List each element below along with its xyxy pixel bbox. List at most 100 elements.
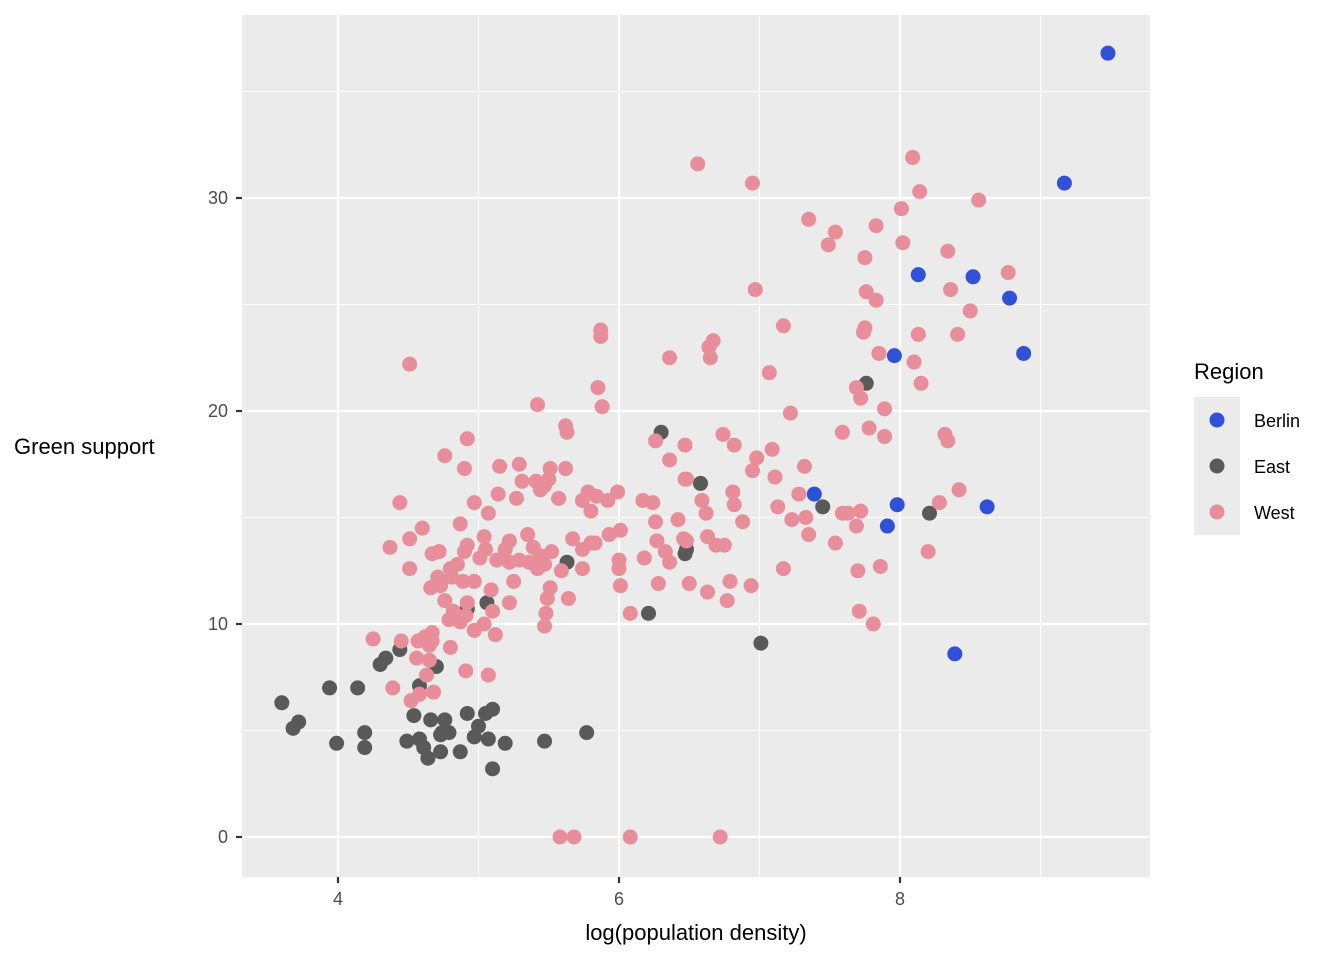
data-point <box>414 520 430 536</box>
data-point <box>559 424 575 440</box>
data-point <box>350 680 366 696</box>
data-point <box>951 482 967 498</box>
data-point <box>782 405 798 421</box>
data-point <box>796 458 812 474</box>
data-point <box>749 450 765 466</box>
data-point <box>497 735 513 751</box>
data-point <box>806 486 822 502</box>
data-point <box>520 527 536 543</box>
data-point <box>458 663 474 679</box>
data-point <box>378 650 394 666</box>
data-point <box>694 492 710 508</box>
data-point <box>670 512 686 528</box>
data-point <box>471 718 486 734</box>
data-point <box>889 497 905 513</box>
data-point <box>551 490 567 506</box>
series-west <box>365 150 1016 845</box>
data-point <box>910 326 926 342</box>
data-point <box>466 573 482 589</box>
data-point <box>409 650 425 666</box>
data-point <box>840 505 856 521</box>
data-point <box>851 603 867 619</box>
data-point <box>583 535 599 551</box>
data-point <box>690 156 706 172</box>
data-point <box>506 573 522 589</box>
data-point <box>1100 45 1116 61</box>
data-point <box>775 318 791 334</box>
data-point <box>537 618 553 634</box>
data-point <box>459 595 475 611</box>
data-point <box>855 324 871 340</box>
data-point <box>886 348 902 364</box>
data-point <box>677 437 693 453</box>
data-point <box>530 561 546 577</box>
y-axis-title: Green support <box>14 434 155 459</box>
data-point <box>649 533 665 549</box>
data-point <box>775 561 791 577</box>
data-point <box>539 590 555 606</box>
data-point <box>329 735 345 751</box>
data-point <box>1016 345 1032 361</box>
x-tick-label: 8 <box>895 889 905 909</box>
y-tick-label: 20 <box>208 401 228 421</box>
data-point <box>452 744 468 760</box>
data-point <box>424 625 440 641</box>
data-point <box>784 512 800 528</box>
data-point <box>910 267 926 283</box>
data-point <box>544 544 560 560</box>
data-point <box>392 495 408 511</box>
data-points <box>274 45 1116 845</box>
data-point <box>801 527 817 543</box>
data-point <box>601 527 617 543</box>
x-tick-label: 4 <box>333 889 343 909</box>
data-point <box>865 616 881 632</box>
data-point <box>593 328 609 344</box>
data-point <box>423 712 439 728</box>
data-point <box>650 576 666 592</box>
data-point <box>858 284 874 300</box>
data-point <box>580 484 596 500</box>
data-point <box>834 424 850 440</box>
data-point <box>827 224 843 240</box>
data-point <box>490 486 506 502</box>
data-point <box>393 633 409 649</box>
data-point <box>950 326 966 342</box>
data-point <box>437 712 453 728</box>
x-axis-title: log(population density) <box>585 920 806 945</box>
data-point <box>853 390 869 406</box>
data-point <box>920 544 936 560</box>
data-point <box>402 531 418 547</box>
data-point <box>421 637 437 653</box>
data-point <box>501 595 517 611</box>
data-point <box>437 593 453 609</box>
data-point <box>357 740 373 756</box>
x-axis: 4 6 8 log(population density) <box>333 877 905 945</box>
data-point <box>861 420 877 436</box>
data-point <box>612 578 628 594</box>
data-point <box>514 473 530 489</box>
data-point <box>437 448 453 464</box>
data-point <box>565 531 581 547</box>
data-point <box>537 733 553 749</box>
data-point <box>879 518 895 534</box>
data-point <box>610 484 626 500</box>
data-point <box>747 282 763 298</box>
data-point <box>480 667 496 683</box>
data-point <box>906 354 922 370</box>
data-point <box>662 554 678 570</box>
data-point <box>678 533 694 549</box>
data-point <box>868 218 884 234</box>
data-point <box>770 499 786 515</box>
legend-key-east <box>1209 458 1225 474</box>
data-point <box>579 725 595 741</box>
data-point <box>726 437 742 453</box>
data-point <box>423 580 439 596</box>
data-point <box>552 829 568 845</box>
data-point <box>791 486 807 502</box>
data-point <box>441 725 457 741</box>
data-point <box>508 490 524 506</box>
data-point <box>553 563 569 579</box>
data-point <box>403 693 419 709</box>
data-point <box>636 550 652 566</box>
